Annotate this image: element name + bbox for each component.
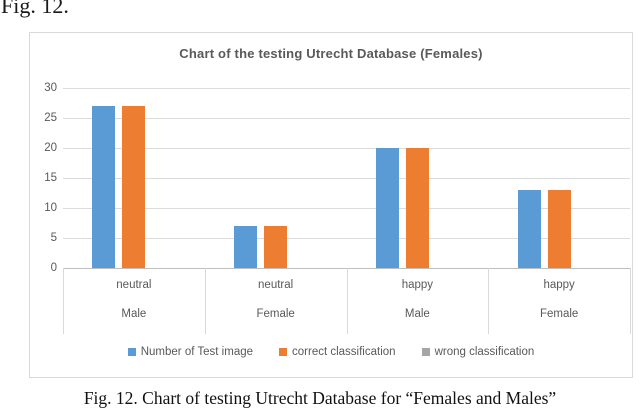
bar-correct-classification-neutral-male (122, 106, 146, 268)
category-emotion-label: happy (543, 279, 575, 291)
legend-item-wrong-classification: wrong classification (421, 346, 535, 358)
y-tick-label: 15 (44, 172, 57, 184)
category-gender-label: Male (404, 308, 430, 320)
category-gender-label: Female (256, 308, 295, 320)
category-divider (63, 268, 64, 334)
bar-number-of-test-image-neutral-female (234, 226, 258, 268)
y-gridline (63, 148, 630, 149)
bar-chart: Chart of the testing Utrecht Database (F… (29, 32, 633, 378)
legend-swatch-icon (279, 348, 288, 356)
category-axis: neutral Male neutral Female happy Male happy Fe… (63, 268, 631, 334)
figure-number-label: Fig. 12. (1, 0, 69, 18)
y-tick-label: 20 (44, 142, 57, 154)
bar-correct-classification-happy-male (405, 148, 429, 268)
y-gridline (63, 238, 630, 239)
y-tick-label: 0 (50, 262, 57, 274)
bar-number-of-test-image-happy-female (517, 190, 541, 268)
bar-number-of-test-image-neutral-male (92, 106, 116, 268)
y-gridline (63, 208, 630, 209)
chart-title: Chart of the testing Utrecht Database (F… (179, 46, 483, 61)
category-emotion-label: neutral (258, 279, 294, 291)
legend-swatch-icon (421, 348, 430, 356)
legend-swatch-icon (127, 348, 136, 356)
bar-correct-classification-happy-female (547, 190, 571, 268)
y-gridline (63, 178, 630, 179)
category-divider (346, 268, 348, 334)
category-divider (488, 268, 490, 334)
legend: Number of Test image correct classificati… (30, 346, 632, 358)
y-gridline (63, 118, 630, 119)
legend-label: correct classification (292, 346, 396, 358)
plot-area: 0 5 10 15 20 25 30 (44, 82, 630, 274)
category-emotion-label: neutral (116, 279, 152, 291)
category-gender-label: Female (539, 308, 579, 320)
y-tick-label: 25 (44, 112, 57, 124)
y-tick-label: 5 (50, 232, 57, 244)
y-tick-label: 30 (44, 82, 57, 94)
legend-label: wrong classification (434, 346, 535, 358)
bar-number-of-test-image-happy-male (375, 148, 399, 268)
figure-caption: Fig. 12. Chart of testing Utrecht Databa… (83, 388, 557, 408)
legend-item-correct-classification: correct classification (279, 346, 396, 358)
y-tick-label: 10 (44, 202, 57, 214)
legend-item-number-of-test-image: Number of Test image (127, 346, 254, 358)
bar-correct-classification-neutral-female (264, 226, 288, 268)
category-divider (204, 268, 206, 334)
y-gridline (63, 88, 630, 89)
category-emotion-label: happy (401, 279, 434, 291)
legend-label: Number of Test image (140, 346, 254, 358)
category-divider (630, 268, 631, 334)
category-gender-label: Male (121, 308, 147, 320)
